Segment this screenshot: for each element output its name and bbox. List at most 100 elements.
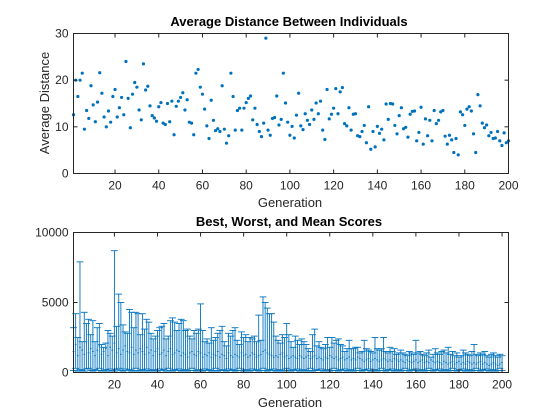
scatter-point bbox=[445, 142, 449, 146]
top-y-tick-label: 20 bbox=[55, 73, 69, 87]
scatter-point bbox=[397, 114, 401, 118]
scatter-point bbox=[419, 105, 423, 109]
scatter-point bbox=[220, 84, 224, 88]
bottom-y-tick-label: 0 bbox=[62, 366, 69, 380]
scatter-point bbox=[482, 126, 487, 130]
scatter-point bbox=[111, 94, 115, 99]
scatter-point bbox=[253, 106, 257, 110]
scatter-point bbox=[222, 127, 226, 131]
scatter-point bbox=[406, 135, 410, 139]
scatter-point bbox=[163, 122, 167, 127]
bottom-x-tick-label: 60 bbox=[194, 378, 208, 392]
scatter-point bbox=[235, 108, 240, 113]
scatter-point bbox=[117, 106, 122, 110]
scatter-point bbox=[369, 147, 373, 151]
scatter-point bbox=[102, 115, 106, 119]
scatter-point bbox=[441, 108, 445, 113]
top-y-axis-label: Average Distance bbox=[37, 52, 52, 154]
bottom-axes: Best, Worst, and Mean Scores 20 40 60 80 100… bbox=[35, 214, 512, 410]
scatter-point bbox=[189, 121, 194, 125]
scatter-point bbox=[292, 136, 296, 140]
scatter-point bbox=[469, 109, 473, 113]
scatter-point bbox=[100, 91, 104, 95]
scatter-point bbox=[146, 84, 150, 88]
top-y-tick-label: 0 bbox=[62, 167, 69, 181]
scatter-point bbox=[124, 59, 128, 64]
bottom-y-ticks: 0 5000 10000 bbox=[35, 226, 509, 380]
scatter-point bbox=[399, 106, 403, 110]
scatter-point bbox=[415, 139, 419, 143]
scatter-point bbox=[78, 78, 82, 82]
scatter-point bbox=[342, 121, 347, 126]
scatter-point bbox=[412, 109, 417, 113]
bottom-x-tick-label: 120 bbox=[320, 378, 340, 392]
scatter-point bbox=[303, 112, 307, 116]
scatter-point bbox=[478, 104, 482, 108]
scatter-point bbox=[349, 128, 353, 132]
scatter-point bbox=[179, 95, 183, 100]
scatter-point bbox=[294, 113, 299, 117]
scatter-point bbox=[218, 129, 222, 134]
scatter-point bbox=[456, 153, 460, 157]
scatter-point bbox=[493, 136, 497, 140]
scatter-point bbox=[209, 98, 213, 102]
scatter-point bbox=[504, 141, 508, 145]
scatter-point bbox=[98, 71, 102, 75]
bottom-x-tick-label: 180 bbox=[449, 378, 469, 392]
scatter-point bbox=[93, 120, 97, 124]
scatter-point bbox=[165, 101, 170, 106]
scatter-point bbox=[168, 120, 172, 124]
scatter-point bbox=[375, 124, 379, 128]
scatter-point bbox=[183, 108, 187, 112]
bottom-y-tick-label: 5000 bbox=[42, 296, 69, 310]
scatter-point bbox=[428, 118, 432, 122]
scatter-point bbox=[391, 102, 395, 106]
top-x-tick-label: 180 bbox=[455, 179, 475, 193]
scatter-point bbox=[467, 105, 471, 109]
scatter-point bbox=[141, 62, 146, 66]
scatter-point bbox=[290, 124, 294, 128]
bottom-y-tick-label: 10000 bbox=[35, 226, 69, 240]
scatter-point bbox=[332, 106, 336, 110]
top-x-axis-label: Generation bbox=[258, 195, 322, 210]
scatter-point bbox=[323, 137, 327, 142]
scatter-point bbox=[244, 100, 248, 105]
scatter-point bbox=[194, 71, 198, 75]
scatter-point bbox=[377, 131, 382, 135]
scatter-point bbox=[262, 121, 266, 125]
scatter-point bbox=[273, 115, 277, 120]
scatter-point bbox=[174, 104, 178, 108]
scatter-point bbox=[386, 117, 390, 121]
scatter-point bbox=[283, 101, 288, 105]
scatter-point bbox=[170, 99, 174, 103]
scatter-point bbox=[318, 99, 323, 103]
scatter-point bbox=[334, 86, 338, 91]
scatter-point bbox=[434, 121, 438, 126]
top-x-tick-label: 120 bbox=[324, 179, 344, 193]
scatter-point bbox=[238, 106, 242, 110]
top-scatter-series bbox=[71, 36, 511, 157]
scatter-point bbox=[288, 133, 292, 137]
scatter-point bbox=[76, 94, 80, 99]
scatter-point bbox=[502, 131, 506, 135]
scatter-point bbox=[426, 134, 430, 138]
scatter-point bbox=[227, 134, 231, 138]
top-x-tick-label: 200 bbox=[498, 179, 518, 193]
bottom-x-axis-label: Generation bbox=[258, 395, 322, 410]
scatter-point bbox=[172, 133, 176, 137]
scatter-point bbox=[279, 117, 283, 121]
scatter-point bbox=[404, 125, 408, 129]
scatter-point bbox=[436, 118, 441, 122]
bottom-x-tick-label: 20 bbox=[108, 378, 122, 392]
scatter-point bbox=[115, 115, 119, 119]
scatter-point bbox=[80, 71, 84, 75]
scatter-point bbox=[454, 136, 458, 141]
bottom-x-tick-label: 40 bbox=[151, 378, 165, 392]
scatter-point bbox=[476, 93, 480, 97]
bottom-chart-title: Best, Worst, and Mean Scores bbox=[196, 214, 382, 229]
scatter-point bbox=[358, 135, 362, 139]
scatter-point bbox=[367, 105, 371, 109]
scatter-point bbox=[382, 138, 386, 142]
scatter-point bbox=[297, 91, 301, 95]
scatter-point bbox=[198, 85, 202, 89]
